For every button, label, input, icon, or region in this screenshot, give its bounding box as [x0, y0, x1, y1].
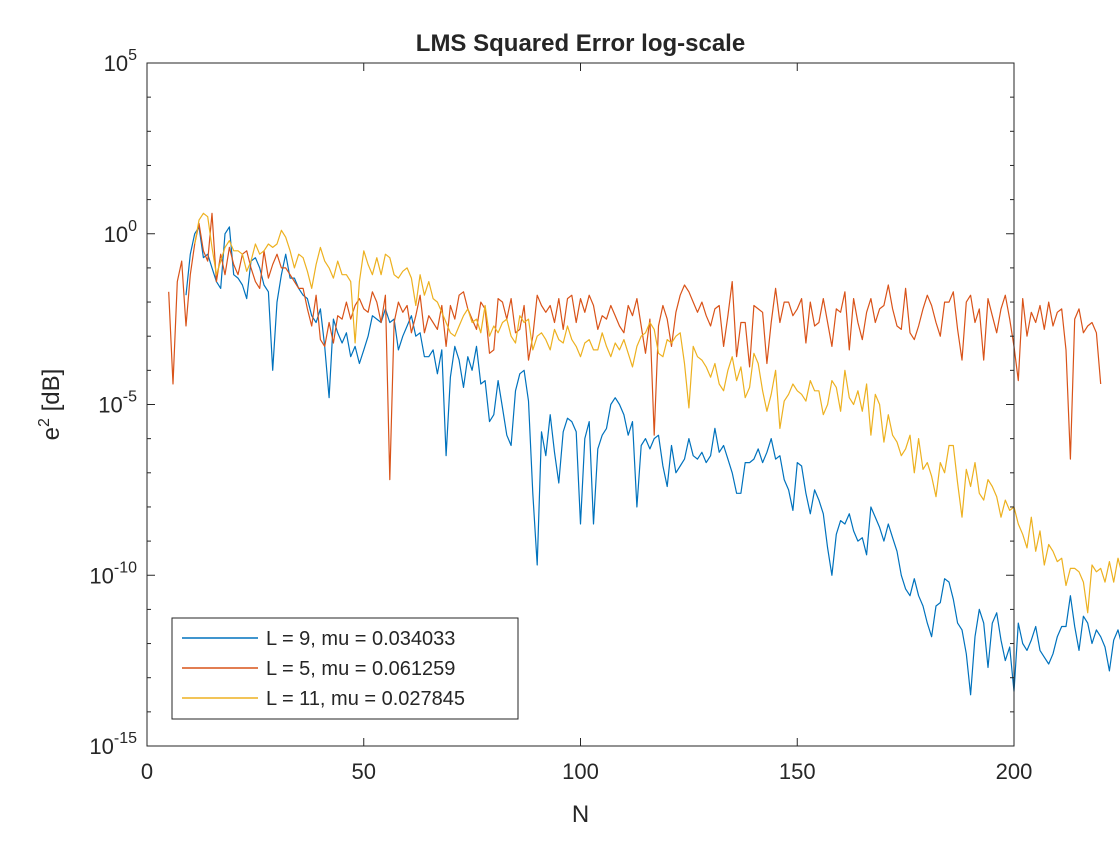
legend-label-3: L = 11, mu = 0.027845 [266, 688, 465, 710]
y-tick-label: 10-5 [98, 389, 137, 418]
y-axis-label-superscript: 2 [36, 418, 53, 427]
x-tick-label: 100 [562, 759, 599, 784]
series-line-3 [194, 212, 1120, 614]
y-axis-label-unit: [dB] [38, 369, 65, 418]
chart-title: LMS Squared Error log-scale [416, 30, 745, 57]
series-line-2 [168, 212, 1102, 481]
series-line-1 [185, 226, 1120, 696]
y-tick-label: 10-15 [89, 730, 137, 759]
y-tick-label: 105 [104, 47, 137, 76]
legend: L = 9, mu = 0.034033 L = 5, mu = 0.061259… [171, 617, 519, 720]
x-tick-label: 50 [352, 759, 376, 784]
series-layer [168, 212, 1120, 696]
y-axis-label: e2 [dB] [36, 369, 65, 441]
x-tick-label: 150 [779, 759, 816, 784]
x-axis-label: N [572, 801, 589, 828]
x-tick-label: 0 [141, 759, 153, 784]
legend-label-2: L = 5, mu = 0.061259 [266, 658, 455, 680]
y-axis-label-base: e [38, 427, 65, 440]
x-tick-label: 200 [996, 759, 1033, 784]
y-tick-label: 10-10 [89, 559, 137, 588]
legend-label-1: L = 9, mu = 0.034033 [266, 628, 455, 650]
axes-layer: 0 50 100 150 200 105 100 10-5 10-10 10-15 [89, 47, 1032, 784]
y-tick-label: 100 [104, 218, 137, 247]
